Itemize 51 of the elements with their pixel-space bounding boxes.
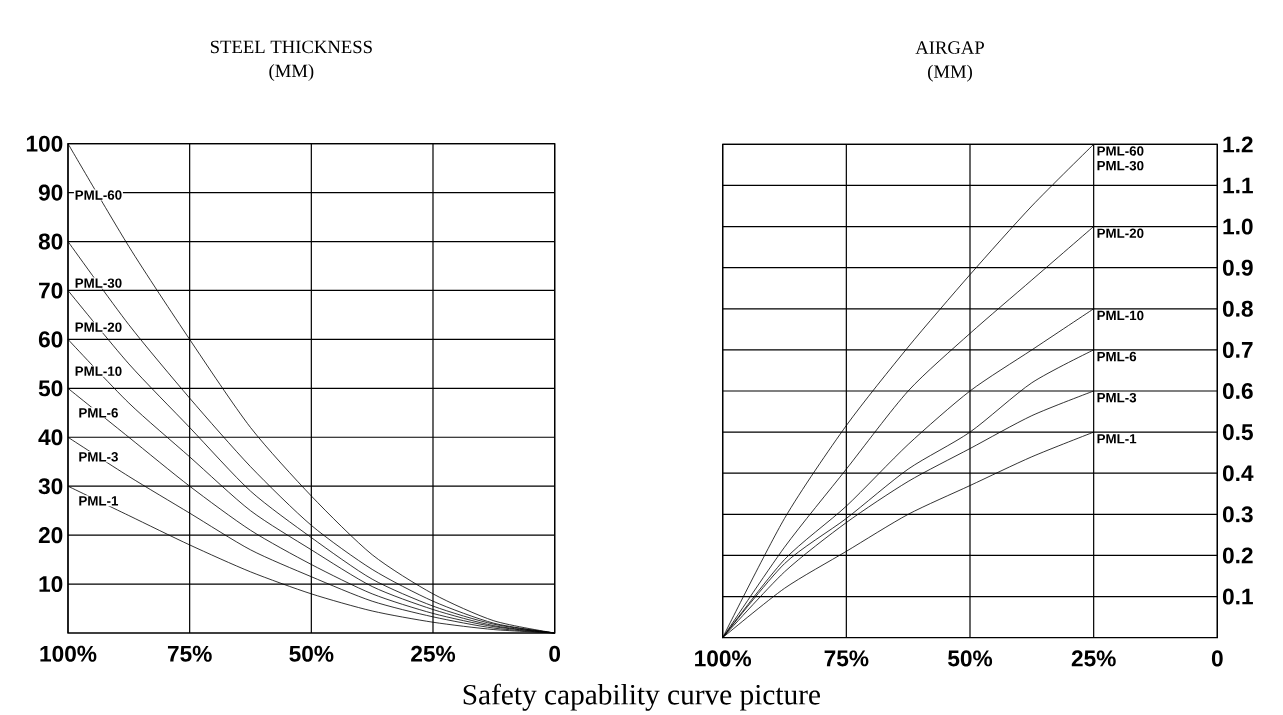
y-tick-label: 0.5 (1222, 424, 1253, 441)
y-tick-label: 0.4 (1222, 465, 1254, 482)
text: Safety capability curve picture (463, 683, 820, 711)
chart-title: AIRGAP (915, 41, 984, 54)
series-label: PML-10 (75, 366, 122, 376)
x-tick-label: 75% (167, 645, 212, 662)
series-label: PML-1 (79, 496, 119, 506)
series-label: PML-3 (79, 452, 118, 462)
x-tick-label: 25% (1071, 650, 1116, 667)
series-label: PML-20 (75, 322, 122, 332)
y-tick-label: 0.9 (1222, 259, 1253, 276)
y-tick-label: 80 (38, 233, 63, 250)
series-label: PML-1 (1097, 434, 1137, 444)
series-label: PML-6 (1097, 351, 1137, 362)
y-tick-label: 90 (38, 184, 63, 201)
y-tick-label: 30 (38, 478, 63, 495)
chart-title: STEEL THICKNESS (210, 40, 372, 54)
y-tick-label: 0.6 (1222, 382, 1253, 400)
x-tick-label: 75% (824, 650, 869, 667)
y-tick-label: 40 (38, 429, 63, 446)
x-tick-label: 25% (411, 645, 456, 662)
y-tick-label: 1.1 (1223, 177, 1253, 194)
x-tick-label: 50% (948, 650, 993, 667)
y-tick-label: 0.7 (1222, 341, 1253, 358)
x-tick-label: 0 (1211, 650, 1223, 667)
series-label: PML-3 (1097, 392, 1137, 403)
series-label: PML-20 (1097, 228, 1144, 238)
x-tick-label: 0 (549, 645, 561, 662)
y-tick-label: 100 (26, 135, 63, 152)
series-label: PML-30 (75, 278, 122, 288)
annotation: PML-30 (1097, 160, 1144, 171)
y-tick-label: 0.2 (1222, 547, 1253, 564)
y-tick-label: 1.0 (1223, 218, 1253, 235)
series-label: PML-6 (79, 408, 118, 418)
y-tick-label: 1.2 (1223, 136, 1253, 153)
y-tick-label: 70 (39, 282, 63, 299)
x-tick-label: 100% (40, 645, 97, 662)
y-tick-label: 20 (38, 527, 63, 544)
y-tick-label: 50 (38, 380, 63, 397)
y-tick-label: 0.3 (1222, 506, 1253, 523)
series-label: PML-10 (1097, 310, 1144, 321)
series-label: PML-60 (1097, 146, 1144, 156)
y-tick-label: 60 (38, 331, 63, 348)
y-tick-label: 10 (39, 576, 63, 593)
series-label: PML-60 (75, 190, 122, 200)
chart-subtitle: (MM) (269, 64, 314, 81)
y-tick-label: 0.1 (1222, 588, 1253, 605)
x-tick-label: 100% (695, 650, 752, 667)
y-tick-label: 0.8 (1222, 300, 1253, 317)
x-tick-label: 50% (289, 645, 334, 662)
chart-subtitle: (MM) (928, 64, 972, 82)
